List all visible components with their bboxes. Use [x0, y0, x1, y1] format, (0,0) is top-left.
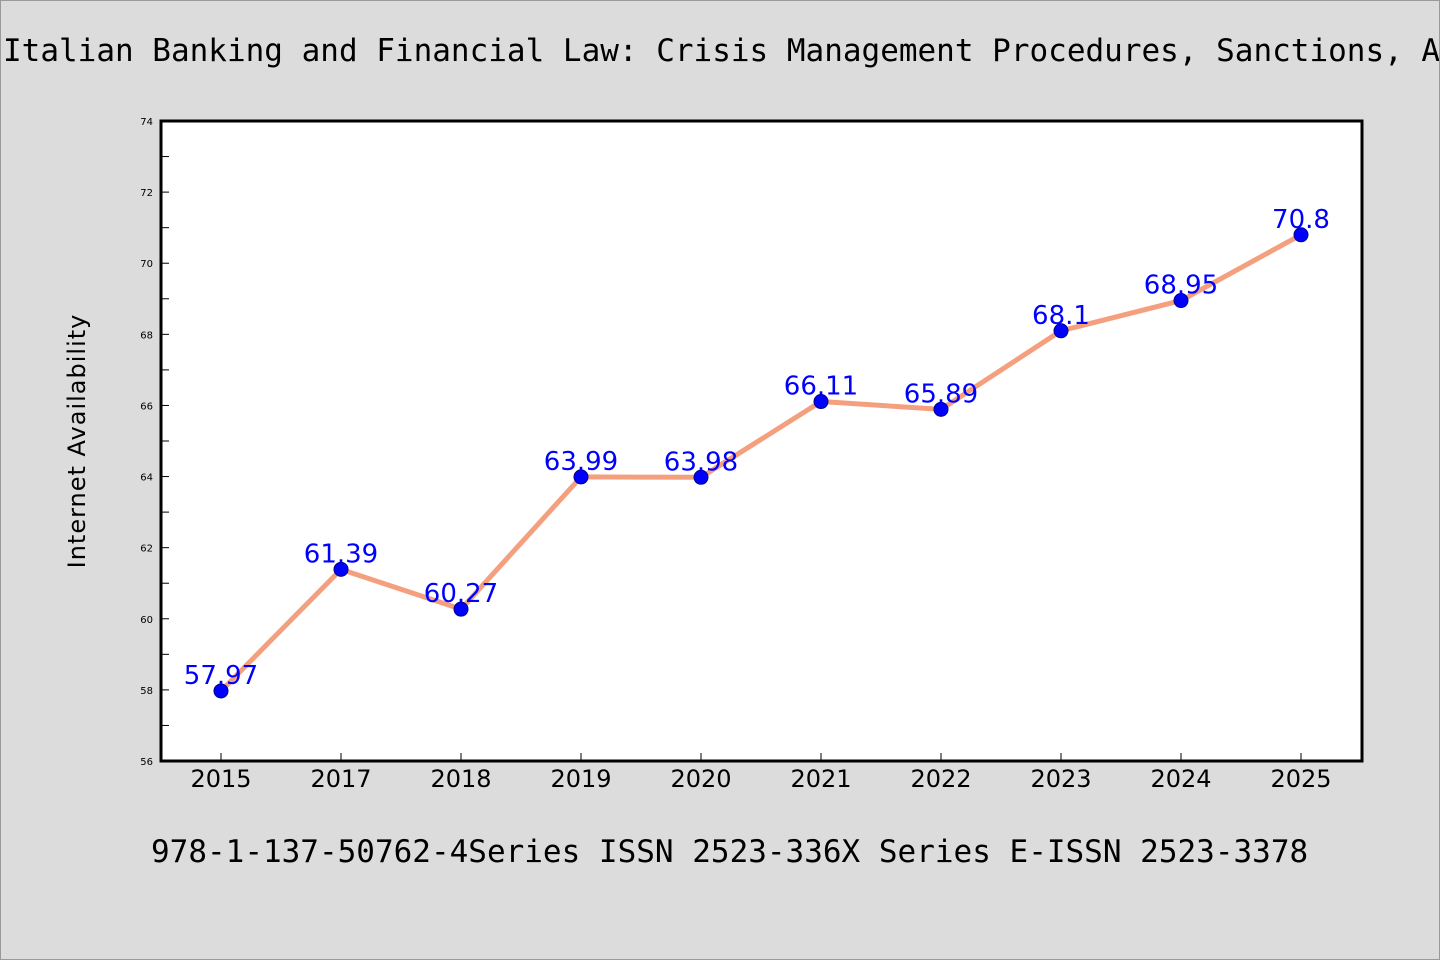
y-tick-label: 66 — [140, 401, 153, 412]
data-point — [333, 561, 349, 577]
x-tick-label: 2019 — [550, 765, 611, 793]
data-label: 61.39 — [304, 539, 378, 569]
y-tick-label: 64 — [140, 473, 153, 484]
chart-title: Italian Banking and Financial Law: Crisi… — [3, 33, 1440, 69]
y-tick-label: 58 — [140, 686, 153, 697]
y-tick-label: 74 — [140, 117, 153, 128]
y-tick-label: 70 — [140, 259, 153, 270]
y-tick-label: 56 — [140, 757, 153, 768]
x-tick-label: 2024 — [1150, 765, 1211, 793]
data-point — [1293, 227, 1309, 243]
data-point — [1053, 323, 1069, 339]
data-label: 57.97 — [184, 661, 258, 691]
x-tick-label: 2017 — [310, 765, 371, 793]
data-label: 63.98 — [664, 447, 738, 477]
y-tick-label: 60 — [140, 615, 153, 626]
data-point — [933, 401, 949, 417]
x-tick-label: 2023 — [1030, 765, 1091, 793]
data-label: 68.95 — [1144, 271, 1218, 301]
data-point — [573, 469, 589, 485]
series-line — [218, 232, 1304, 694]
data-label: 68.1 — [1032, 301, 1090, 331]
x-tick-label: 2021 — [790, 765, 851, 793]
x-tick-label: 2022 — [910, 765, 971, 793]
x-tick-label: 2018 — [430, 765, 491, 793]
y-tick-label: 62 — [140, 544, 153, 555]
data-point — [813, 394, 829, 410]
data-point — [453, 601, 469, 617]
y-tick-label: 72 — [140, 188, 153, 199]
footer-isbn-issn: 978-1-137-50762-4Series ISSN 2523-336X S… — [151, 834, 1309, 870]
y-tick-label: 68 — [140, 330, 153, 341]
x-tick-label: 2015 — [190, 765, 251, 793]
data-point — [213, 683, 229, 699]
data-label: 60.27 — [424, 579, 498, 609]
data-label: 70.8 — [1272, 205, 1330, 235]
x-tick-label: 2020 — [670, 765, 731, 793]
x-tick-label: 2025 — [1270, 765, 1331, 793]
y-axis-label: Internet Availability — [63, 314, 91, 569]
data-label: 66.11 — [784, 372, 858, 402]
data-label: 63.99 — [544, 447, 618, 477]
data-point — [1173, 293, 1189, 309]
data-point — [693, 469, 709, 485]
plot-border — [159, 119, 1364, 763]
data-label: 65.89 — [904, 379, 978, 409]
